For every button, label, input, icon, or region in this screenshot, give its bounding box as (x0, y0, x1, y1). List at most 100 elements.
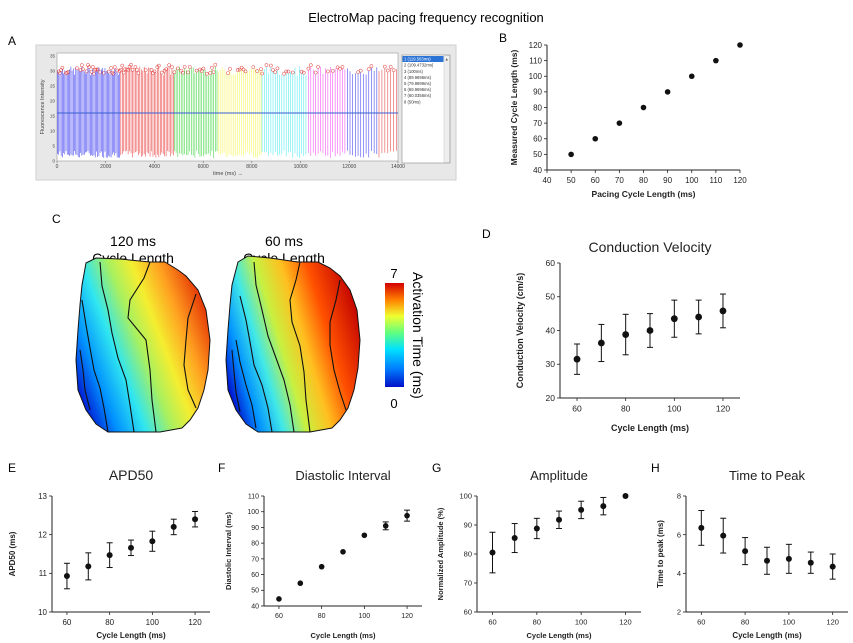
data-point (533, 525, 540, 532)
peak-marker (388, 65, 393, 69)
peak-marker (143, 68, 148, 73)
panel-a-xtick-label: 10000 (294, 164, 308, 170)
peak-marker (75, 66, 79, 71)
peak-marker (94, 67, 99, 72)
y-tick-label: 8 (677, 492, 681, 501)
y-tick-label: 70 (251, 556, 259, 563)
y-tick-label: 50 (533, 150, 542, 159)
peak-marker (115, 68, 120, 73)
data-point (404, 512, 410, 519)
peak-marker (284, 69, 289, 74)
peak-marker (182, 65, 187, 69)
data-point (764, 557, 770, 564)
panel-a-ytick-label: 15 (50, 114, 56, 119)
chart-title: Conduction Velocity (589, 239, 712, 255)
peak-marker (167, 63, 171, 68)
peak-marker (213, 62, 218, 67)
chart-g-amplitude: 60 80 100 120 60 70 80 90 100 Amplitude Cycle Leng… (436, 468, 641, 640)
panel-letter-c: C (52, 212, 61, 226)
peak-marker (89, 69, 94, 74)
isochrone-lines-60ms (231, 261, 347, 433)
y-axis-label: Diastolic Interval (ms) (224, 512, 233, 590)
peak-marker (124, 67, 129, 72)
x-tick-label: 60 (591, 176, 600, 185)
y-tick-label: 110 (248, 493, 259, 500)
chart-title: APD50 (109, 467, 154, 483)
data-point (556, 516, 562, 523)
data-point (361, 532, 368, 539)
peak-marker (170, 65, 174, 70)
peak-marker (338, 66, 342, 71)
data-point (318, 563, 325, 570)
x-tick-label: 100 (146, 618, 160, 627)
data-point (85, 563, 92, 570)
y-tick-label: 70 (533, 119, 542, 128)
y-tick-label: 60 (251, 572, 259, 579)
peak-marker (269, 63, 273, 68)
y-tick-label: 12 (38, 530, 47, 539)
peak-marker (290, 70, 295, 75)
peak-marker (391, 68, 396, 72)
y-tick-label: 2 (677, 608, 681, 617)
peak-marker (98, 70, 102, 75)
peak-marker (133, 65, 138, 69)
data-point (737, 42, 743, 48)
x-tick-label: 100 (783, 618, 796, 627)
data-point (63, 573, 70, 580)
x-tick-label: 60 (275, 613, 283, 620)
peak-marker (129, 62, 133, 67)
data-point (149, 538, 156, 545)
data-point (640, 104, 647, 111)
peak-marker (282, 71, 286, 76)
beat-list-item: 1 (119.503ms) (404, 57, 431, 62)
x-axis-label: Cycle Length (ms) (732, 631, 802, 640)
peak-marker (340, 65, 345, 69)
peak-marker (93, 67, 98, 72)
x-tick-label: 80 (741, 618, 749, 627)
peak-marker (306, 66, 311, 71)
x-tick-label: 120 (716, 404, 730, 414)
peak-marker (369, 64, 374, 68)
y-tick-label: 13 (38, 492, 47, 501)
panel-letter-b: B (499, 31, 507, 45)
y-tick-label: 100 (529, 72, 543, 81)
data-point (192, 516, 199, 523)
isochrone-line (253, 261, 295, 433)
panel-a-screenshot: 0 2000 4000 6000 8000 10000 12000 14000 0 5 10 15 20… (35, 44, 457, 181)
data-point (664, 89, 671, 95)
panel-a-ytick-label: 0 (52, 159, 55, 164)
scroll-up-arrow-icon[interactable]: ▲ (445, 57, 449, 62)
beat-list-scrollbar[interactable] (443, 55, 450, 163)
y-tick-label: 80 (464, 550, 472, 559)
isochrone-line (231, 349, 241, 413)
x-axis-label: Cycle Length (ms) (310, 631, 376, 640)
peak-marker (204, 71, 209, 76)
data-point (742, 548, 749, 555)
data-point (597, 339, 605, 347)
x-tick-label: 80 (639, 176, 648, 185)
panel-a-ytick-label: 30 (50, 69, 56, 74)
peak-marker (301, 70, 306, 75)
data-point (719, 307, 727, 315)
peak-marker (330, 69, 335, 73)
data-point (698, 524, 705, 531)
peak-marker (110, 70, 115, 75)
panel-c-maps: 120 ms Cycle Length 60 ms Cycle Length 7 0… (75, 233, 426, 433)
peak-marker (111, 71, 116, 76)
data-point (592, 135, 599, 142)
isochrone-line (289, 261, 311, 433)
y-tick-label: 80 (251, 541, 259, 548)
isochrone-line (235, 339, 257, 429)
data-point (646, 327, 654, 334)
x-tick-label: 120 (401, 613, 413, 620)
isochrone-line (99, 261, 135, 433)
y-tick-label: 30 (546, 359, 556, 369)
x-tick-label: 80 (533, 618, 541, 627)
y-tick-label: 100 (247, 509, 259, 516)
peak-marker (120, 63, 125, 68)
y-tick-label: 80 (533, 103, 542, 112)
beat-list-box[interactable] (401, 54, 451, 164)
peak-marker (228, 67, 232, 71)
chart-title: Amplitude (530, 468, 588, 483)
